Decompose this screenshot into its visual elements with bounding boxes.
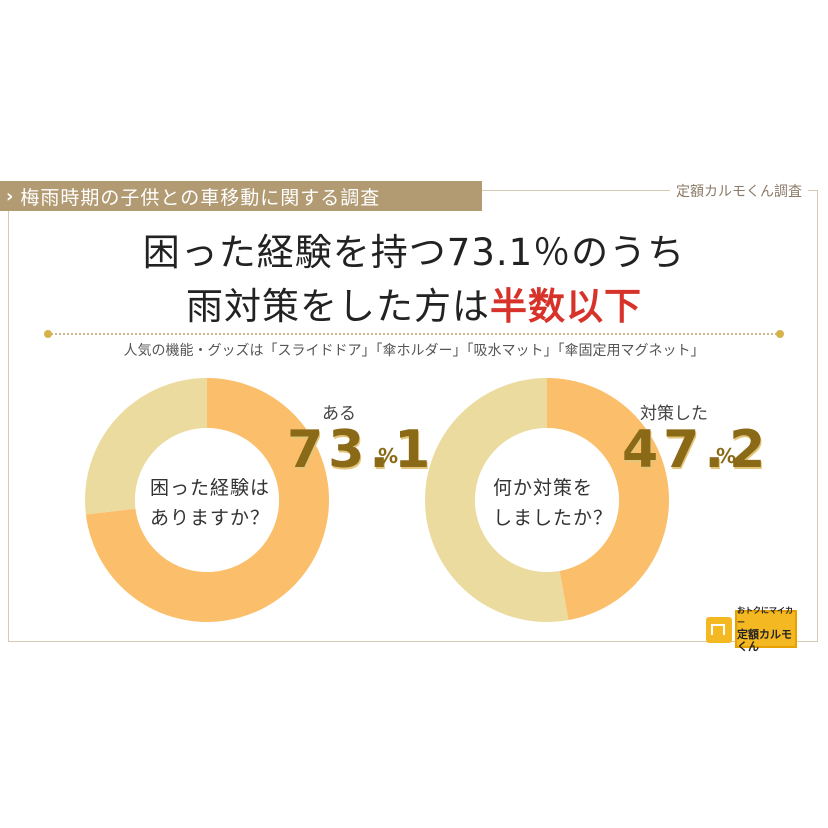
brand-logo: おトクにマイカー 定額カルモくん bbox=[735, 606, 797, 653]
banner-title: 梅雨時期の子供との車移動に関する調査 bbox=[20, 186, 381, 209]
chevron-right-icon: › bbox=[6, 185, 15, 207]
dotted-divider bbox=[44, 330, 784, 338]
donut-hole bbox=[475, 428, 619, 572]
donut-slice-1-1 bbox=[424, 378, 569, 622]
center-label-line2: しましたか？ bbox=[493, 507, 614, 529]
value-number-experience: 73.1 bbox=[287, 420, 436, 480]
donut-slice-1-0 bbox=[547, 378, 669, 621]
donut-chart-countermeasure bbox=[424, 378, 669, 622]
slice-label-aru: ある bbox=[322, 404, 356, 424]
donut-center-label-countermeasure: 何か対策を しましたか？ bbox=[493, 473, 613, 533]
donut-chart-experience bbox=[85, 378, 330, 622]
logo-line1: おトクにマイカー bbox=[737, 606, 793, 627]
center-label-line1: 困った経験は bbox=[150, 477, 271, 499]
headline-line2-prefix: 雨対策をした方は bbox=[186, 285, 490, 328]
divider-dot-right bbox=[776, 330, 784, 338]
headline-emphasis: 半数以下 bbox=[490, 285, 642, 328]
donut-slice-0-0 bbox=[85, 378, 330, 622]
center-label-line2: ありますか？ bbox=[150, 507, 271, 529]
survey-banner: › 梅雨時期の子供との車移動に関する調査 bbox=[0, 181, 482, 211]
survey-credit: 定額カルモくん調査 bbox=[670, 181, 808, 203]
headline-line1: 困った経験を持つ73.1％のうち bbox=[142, 231, 686, 274]
slice-label-taisaku: 対策した bbox=[640, 404, 708, 424]
value-unit-countermeasure: % bbox=[716, 444, 737, 468]
logo-line2: 定額カルモくん bbox=[737, 628, 792, 653]
donut-center-label-experience: 困った経験は ありますか？ bbox=[150, 473, 270, 533]
headline-line2: 雨対策をした方は半数以下 bbox=[0, 276, 828, 330]
divider-dot-left bbox=[44, 330, 52, 338]
truck-logo-icon bbox=[706, 617, 732, 643]
donut-slice-0-1 bbox=[85, 378, 207, 515]
value-number-countermeasure: 47.2 bbox=[622, 420, 771, 480]
center-label-line1: 何か対策を bbox=[493, 477, 594, 499]
popular-items-subtitle: 人気の機能・グッズは「スライドドア」「傘ホルダー」「吸水マット」「傘固定用マグネ… bbox=[123, 343, 705, 359]
donut-hole bbox=[135, 428, 279, 572]
value-unit-experience: % bbox=[378, 444, 399, 468]
